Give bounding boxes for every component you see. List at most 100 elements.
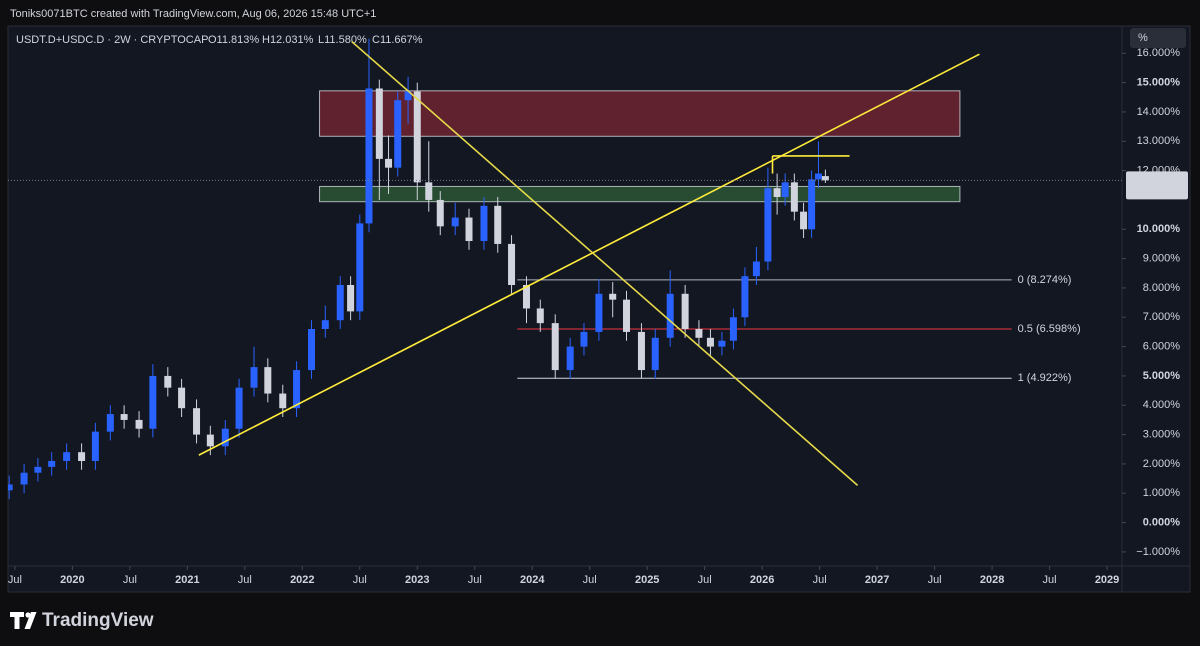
scale-button-label[interactable]: % [1138,32,1148,44]
x-tick-label: Jul [1043,574,1057,586]
y-tick-label: 6.000% [1143,341,1181,353]
y-tick-label: 5.000% [1143,370,1181,382]
candle-body [536,308,544,324]
credit: Toniks0071BTC created with TradingView.c… [10,8,376,20]
x-tick-label: 2026 [750,574,774,586]
candle-body [63,452,71,461]
logo-mark [10,612,24,629]
candle-body [48,460,56,467]
candle-body [480,205,488,242]
y-tick-label: −1.000% [1136,546,1180,558]
y-tick-label: 16.000% [1137,47,1181,59]
candle-body [494,205,502,244]
candle-body [623,299,631,332]
candle-body [790,182,798,212]
candle-body [404,91,412,101]
logo: TradingView [10,610,154,631]
ohlc-low: L11.580% [318,34,367,46]
candle-body [465,217,473,242]
last-price-label: 11.667% [1141,173,1184,185]
candle-body [308,328,316,371]
y-tick-label: 14.000% [1137,106,1181,118]
y-tick-label: 7.000% [1143,311,1181,323]
x-tick-label: 2021 [175,574,199,586]
x-tick-label: 2023 [405,574,429,586]
candle-body [729,317,737,341]
x-tick-label: Jul [238,574,252,586]
y-tick-label: 8.000% [1143,282,1181,294]
x-tick-label: 2020 [60,574,84,586]
logo-dot [25,612,31,618]
candle-body [20,472,28,485]
candle-body [425,182,433,200]
candle-body [279,393,287,409]
candle-body [566,346,574,371]
chart-title: USDT.D+USDC.D · 2W · CRYPTOCAP [16,34,208,46]
candle-body [34,466,42,473]
x-tick-label: 2024 [520,574,545,586]
candle-body [595,293,603,332]
y-tick-label: 15.000% [1137,77,1181,89]
y-tick-label: 1.000% [1143,487,1181,499]
y-tick-label: 4.000% [1143,399,1181,411]
candle-body [706,337,714,347]
candle-body [651,337,659,371]
x-tick-label: Jul [468,574,482,586]
candle-body [178,387,186,409]
y-tick-label: 0.000% [1143,516,1181,528]
countdown-label: 10d 10h [1144,186,1184,198]
candle-body [193,408,201,435]
fib-label: 0.5 (6.598%) [1018,323,1081,335]
scale-button[interactable] [1130,28,1186,48]
last-price-box [1126,171,1188,200]
candle-body [221,428,229,447]
candle-body [752,261,760,277]
candle-body [336,285,344,321]
candle-body [78,452,86,461]
candle-body [106,414,114,432]
y-tick-label: 13.000% [1137,135,1181,147]
plot: 0 (8.274%) 0.5 (6.598%) 1 (4.922%) [8,38,1122,500]
candle-body [356,223,364,312]
candle-body [120,414,128,420]
candle-body [508,243,516,286]
candle-body [135,419,143,429]
candle-body [413,91,421,183]
candle-body [781,182,789,198]
x-tick-label: Jul [583,574,597,586]
candle-body [235,387,243,429]
candle-body [773,188,781,198]
ohlc-open: O11.813% [208,34,259,46]
candle-body [8,484,13,491]
candle-body [394,100,402,168]
candle-body [206,434,214,447]
zone [319,185,961,203]
x-tick-label: 2022 [290,574,314,586]
candle-body [264,367,272,394]
x-tick-label: Jul [353,574,367,586]
candle-body [718,340,726,347]
zone [319,90,961,137]
candle-body [681,293,689,329]
ohlc-high: H12.031% [262,34,314,46]
candle-body [666,293,674,338]
x-tick-label: 2028 [980,574,1004,586]
candle-body [821,176,829,181]
candle-body [637,331,645,371]
logo-slash [24,612,37,629]
candle-body [91,431,99,461]
x-tick-label: Jul [928,574,942,586]
candle-body [695,328,703,338]
candle-body [164,375,172,388]
candle-body [347,285,355,312]
candle-body [808,179,816,230]
candle-body [385,158,393,168]
candle-body [764,188,772,262]
trendline [198,53,980,456]
candle-body [321,320,329,329]
candle-body [451,217,459,227]
candle-body [522,285,530,309]
fib-label: 1 (4.922%) [1018,372,1072,384]
candle-body [250,367,258,388]
